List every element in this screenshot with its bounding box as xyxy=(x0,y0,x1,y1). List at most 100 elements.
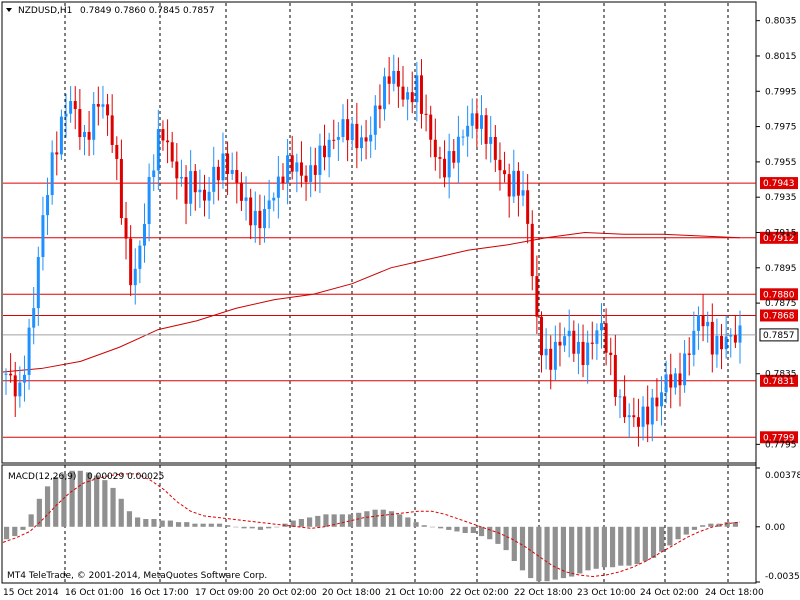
candle-body xyxy=(87,131,91,140)
candle-body xyxy=(526,190,530,224)
macd-bar xyxy=(388,511,395,527)
ohlc-values: 0.7849 0.7860 0.7845 0.7857 xyxy=(80,6,215,16)
macd-tick-label: 0.00378 xyxy=(765,471,800,481)
time-tick-label: 24 Oct 02:00 xyxy=(640,588,699,598)
candle-body xyxy=(443,158,447,178)
macd-bar xyxy=(274,526,280,528)
price-axis: 0.8035 0.8015 0.7995 0.7975 0.7955 0.7935 0.79… xyxy=(756,17,797,450)
candle-body xyxy=(207,191,211,201)
macd-bar xyxy=(732,522,738,527)
candle-body xyxy=(341,119,345,137)
macd-bar xyxy=(61,473,67,527)
macd-bar xyxy=(667,526,673,546)
candle-body xyxy=(313,165,317,175)
candle-body xyxy=(175,161,179,179)
candle-body xyxy=(429,114,433,140)
candle-body xyxy=(36,257,40,309)
macd-bar xyxy=(339,514,345,527)
candle-body xyxy=(581,341,585,366)
macd-bar xyxy=(225,525,231,527)
macd-bar xyxy=(356,512,362,527)
candle-body xyxy=(59,116,63,155)
macd-bar xyxy=(315,515,321,527)
macd-bar xyxy=(233,526,239,528)
macd-bar xyxy=(495,526,501,544)
candle-body xyxy=(304,175,308,182)
macd-bar xyxy=(626,526,632,566)
time-tick-label: 16 Oct 01:00 xyxy=(65,588,124,598)
candle-body xyxy=(78,109,82,138)
main-panel-frame xyxy=(1,1,757,464)
candle-body xyxy=(646,406,650,425)
macd-bar xyxy=(94,475,100,527)
candle-body xyxy=(724,336,728,350)
candle-body xyxy=(276,176,280,198)
candle-body xyxy=(503,170,507,175)
candle-body xyxy=(73,101,77,110)
candle-body xyxy=(604,323,608,353)
candle-body xyxy=(27,327,31,375)
macd-bar xyxy=(364,511,370,527)
macd-bar xyxy=(691,526,698,530)
candle-body xyxy=(41,215,45,258)
macd-tick-label: 0.00 xyxy=(765,523,785,533)
time-tick-label: 21 Oct 10:00 xyxy=(385,588,444,598)
candle-body xyxy=(290,155,294,172)
current-price-tag xyxy=(759,328,799,342)
price-level-tag xyxy=(760,231,798,244)
macd-bar xyxy=(519,526,526,571)
candle-body xyxy=(701,315,705,327)
candle-body xyxy=(609,352,613,355)
candle-body xyxy=(424,113,428,115)
candle-body xyxy=(239,182,243,201)
candle-body xyxy=(539,316,543,356)
moving-average-line xyxy=(2,231,741,373)
price-tick-label: 0.7915 xyxy=(765,229,797,239)
dropdown-triangle-icon[interactable] xyxy=(6,8,12,12)
candle-body xyxy=(226,153,230,174)
candle-body xyxy=(110,115,114,145)
price-level-label: 0.7912 xyxy=(763,234,795,244)
macd-bar xyxy=(659,526,665,552)
price-tick-label: 0.8015 xyxy=(765,52,797,62)
candle-body xyxy=(636,417,640,427)
candle-body xyxy=(22,374,26,383)
current-price-label: 0.7857 xyxy=(763,331,795,341)
candle-body xyxy=(692,330,696,355)
candle-body xyxy=(198,189,202,193)
price-level-tag xyxy=(760,288,798,301)
candle-body xyxy=(660,392,664,407)
macd-bar xyxy=(249,526,255,529)
macd-bar xyxy=(323,514,329,527)
candle-body xyxy=(216,166,220,181)
candle-body xyxy=(336,136,340,140)
candle-body xyxy=(147,176,151,225)
candle-body xyxy=(119,158,123,219)
candle-body xyxy=(281,176,285,184)
macd-bar xyxy=(208,523,214,527)
macd-bar xyxy=(716,523,722,527)
candle-body xyxy=(396,70,400,87)
time-tick-label: 22 Oct 18:00 xyxy=(514,588,573,598)
time-tick-label: 22 Oct 02:00 xyxy=(450,588,509,598)
macd-bar xyxy=(28,514,34,527)
macd-bar xyxy=(536,526,542,582)
candle-body xyxy=(530,223,534,277)
macd-tick-label: -0.00355 xyxy=(765,572,800,582)
candle-body xyxy=(221,153,225,181)
candle-body xyxy=(267,200,271,210)
candle-body xyxy=(595,330,599,344)
candle-body xyxy=(115,144,119,159)
candle-body xyxy=(669,374,673,388)
candle-body xyxy=(327,139,331,158)
candle-body xyxy=(170,142,174,162)
macd-bar xyxy=(478,526,485,537)
candle-body xyxy=(710,321,714,355)
candle-body xyxy=(295,162,299,172)
macd-axis: 0.00378 0.00 -0.00355 xyxy=(756,467,800,583)
time-tick-label: 24 Oct 18:00 xyxy=(705,588,764,598)
macd-bar xyxy=(413,522,419,527)
candle-body xyxy=(318,145,322,175)
macd-bar xyxy=(438,526,444,529)
